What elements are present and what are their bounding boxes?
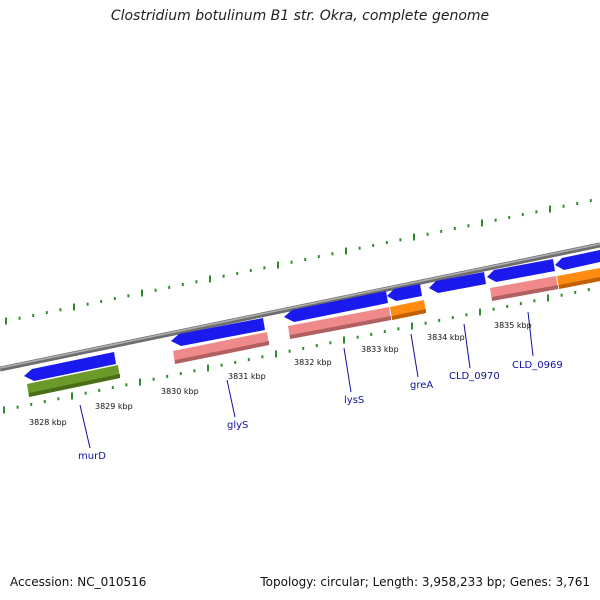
cds-arrow-2[interactable] <box>171 318 265 346</box>
genome-summary-text: Topology: circular; Length: 3,958,233 bp… <box>260 575 590 589</box>
gene-label-CLD_0970[interactable]: CLD_0970 <box>449 371 500 382</box>
lower-tick-row <box>3 288 590 414</box>
gene-label-glyS[interactable]: glyS <box>227 420 248 431</box>
scale-label-3829: 3829 kbp <box>95 402 133 411</box>
upper-tick-row <box>5 199 592 325</box>
gene-labels: murD glyS lysS greA CLD_0970 CLD_0969 <box>78 360 563 462</box>
scale-labels: 3828 kbp 3829 kbp 3830 kbp 3831 kbp 3832… <box>29 321 532 427</box>
accession-text: Accession: NC_010516 <box>10 575 147 589</box>
map-title: Clostridium botulinum B1 str. Okra, comp… <box>110 8 490 24</box>
gene-label-lysS[interactable]: lysS <box>344 395 364 406</box>
cds-arrow-1[interactable] <box>24 352 116 381</box>
gene-label-CLD_0969[interactable]: CLD_0969 <box>512 360 563 371</box>
gene-label-murD[interactable]: murD <box>78 451 106 462</box>
forward-cds-track <box>24 250 600 381</box>
gene-label-leaders <box>79 311 534 449</box>
cds-arrow-4[interactable] <box>387 284 422 301</box>
cds-arrow-7[interactable] <box>555 250 600 270</box>
gene-label-greA[interactable]: greA <box>410 380 433 391</box>
scale-label-3834: 3834 kbp <box>427 333 465 342</box>
scale-label-3833: 3833 kbp <box>361 345 399 354</box>
gene-track <box>27 268 600 397</box>
cds-arrow-3[interactable] <box>284 291 388 322</box>
scale-label-3828: 3828 kbp <box>29 418 67 427</box>
scale-label-3832: 3832 kbp <box>294 358 332 367</box>
cds-arrow-6[interactable] <box>487 259 555 282</box>
scale-label-3831: 3831 kbp <box>228 372 266 381</box>
cds-arrow-5[interactable] <box>429 272 486 293</box>
scale-label-3830: 3830 kbp <box>161 387 199 396</box>
scale-label-3835: 3835 kbp <box>494 321 532 330</box>
genome-backbone <box>0 242 600 372</box>
